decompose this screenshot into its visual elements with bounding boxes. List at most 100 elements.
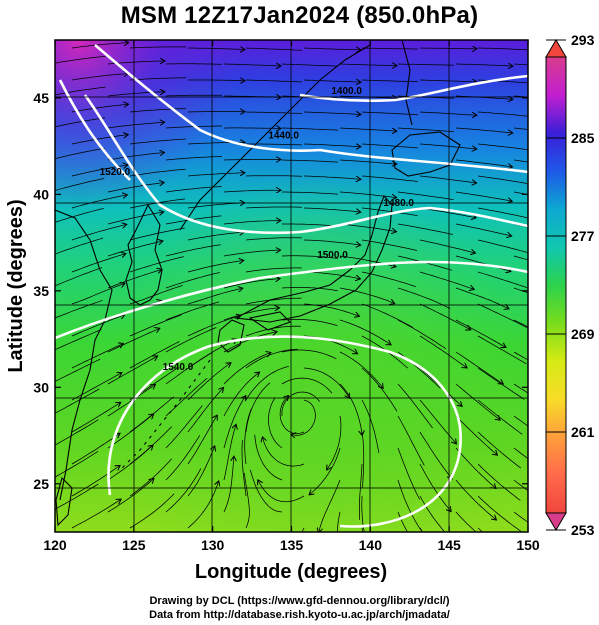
streamline [419,80,476,82]
y-tick-label: 30 [33,379,49,395]
streamline [249,469,283,513]
streamline [361,143,418,149]
streamline [419,495,446,532]
streamline [165,352,213,385]
streamline [55,267,103,287]
streamline [303,239,360,245]
streamline [281,377,333,394]
colorbar-tick-label: 253 [571,522,595,538]
contour-label: 1480.0 [383,198,414,209]
streamline [477,79,528,84]
streamline [165,272,220,289]
streamline [223,353,270,385]
streamline [165,156,222,161]
streamline [303,112,360,114]
contour-label: 1540.0 [163,362,194,373]
streamline [477,335,527,365]
streamline [361,303,413,328]
streamline [361,239,418,251]
streamline [361,271,417,288]
streamline [55,450,99,478]
streamline [397,479,422,531]
streamline [245,297,302,305]
streamline [245,267,302,273]
credit-data: Data from http://database.rish.kyoto-u.a… [149,609,450,621]
streamline [107,92,164,97]
contour-label: 1520.0 [100,167,131,178]
x-tick-label: 135 [280,537,304,553]
y-tick-label: 45 [33,90,49,106]
streamline [245,382,271,433]
streamline [339,287,394,303]
streamline [241,440,247,497]
streamline [187,232,243,241]
streamline [513,447,528,460]
streamline [361,79,419,83]
streamline [245,206,303,209]
y-tick-label: 40 [33,186,49,202]
streamline [254,434,283,481]
sakhalin-coastline [401,40,413,126]
streamline [397,383,433,429]
streamline [107,241,162,257]
streamline [455,319,505,347]
streamline [339,223,396,232]
streamline [187,316,240,337]
streamline [129,227,185,241]
streamline [129,138,186,145]
taiwan-coastline [55,476,73,527]
streamline [129,493,175,529]
streamline [187,288,242,305]
streamline [243,472,250,529]
streamline [292,399,316,435]
streamline [397,127,454,133]
streamline [71,500,120,529]
streamline [303,367,349,397]
streamline [223,457,234,513]
streamline [245,237,302,241]
streamline [55,178,105,191]
streamline [419,111,476,115]
streamline [477,175,528,185]
streamline [223,425,236,481]
streamline [223,159,280,160]
streamline [129,77,186,81]
colorbar-body [545,56,567,514]
x-tick-label: 140 [359,537,383,553]
contour-label: 1400.0 [331,86,362,97]
streamline [419,303,470,329]
streamline [245,79,303,83]
streamline [55,117,106,128]
streamline [187,482,218,529]
kyushu-coastline [217,319,245,353]
streamline [419,335,466,367]
streamline [107,122,164,129]
streamline [477,303,528,329]
colorbar-tick-label: 293 [571,32,595,48]
streamline [224,128,280,129]
contour-1440 [94,44,528,174]
streamline [55,483,99,510]
contour-label: 1500.0 [317,250,348,261]
streamline [477,431,522,469]
contour-1500 [55,260,528,340]
streamline [303,80,360,82]
streamline [71,344,123,369]
streamline [71,74,128,81]
streamline [246,143,303,146]
streamline [513,511,528,523]
streamline [223,221,280,225]
streamline [263,438,305,467]
streamline [223,250,280,257]
streamline [455,447,495,488]
contour-1400 [299,74,528,103]
streamline [419,399,456,443]
streamline [319,479,341,532]
streamline [223,308,279,321]
colorbar-tick-label: 261 [571,424,595,440]
streamline [339,319,390,344]
streamline [419,431,452,478]
streamline [165,405,203,449]
streamline [71,466,119,497]
streamline [245,111,303,114]
